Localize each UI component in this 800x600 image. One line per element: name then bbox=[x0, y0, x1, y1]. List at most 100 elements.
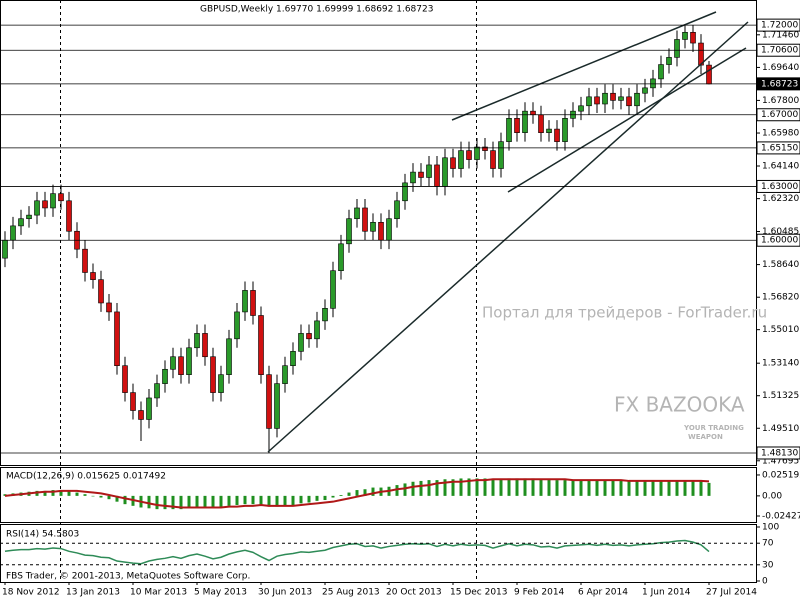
candle-body bbox=[394, 200, 400, 220]
candle-body bbox=[178, 356, 184, 375]
macd-bar bbox=[51, 490, 55, 496]
y-tick-label: 100 bbox=[762, 523, 779, 533]
candle-body bbox=[162, 368, 168, 384]
macd-bar bbox=[411, 481, 415, 496]
macd-bar bbox=[235, 495, 239, 505]
watermark: FX BAZOOKA bbox=[614, 393, 745, 417]
macd-bar bbox=[347, 492, 351, 496]
macd-bar bbox=[651, 480, 655, 496]
rsi-line bbox=[4, 539, 710, 565]
header: GBPUSD,Weekly 1.69770 1.69999 1.68692 1.… bbox=[200, 5, 433, 15]
macd-bar bbox=[491, 479, 495, 496]
macd-bar bbox=[619, 480, 623, 496]
candle-body bbox=[498, 141, 504, 169]
macd-bar bbox=[299, 495, 303, 504]
macd-bar bbox=[219, 495, 223, 507]
candle-body bbox=[2, 239, 8, 259]
candle-body bbox=[538, 114, 544, 133]
macd-bar bbox=[707, 482, 711, 496]
candle-body bbox=[442, 157, 448, 187]
macd-bar bbox=[43, 490, 47, 496]
candle-body bbox=[426, 164, 432, 178]
rsi-panel bbox=[0, 524, 757, 583]
level-label: 1.67000 bbox=[761, 110, 798, 120]
candle-body bbox=[250, 290, 256, 316]
x-tick-label: 9 Feb 2014 bbox=[514, 588, 565, 598]
candle-body bbox=[226, 338, 232, 375]
candle-body bbox=[658, 64, 664, 80]
macd-bar bbox=[699, 480, 703, 496]
candle-body bbox=[618, 96, 624, 101]
macd-bar bbox=[307, 495, 311, 503]
watermark: WEAPON bbox=[688, 433, 723, 441]
macd-bar bbox=[643, 480, 647, 496]
macd-bar bbox=[427, 480, 431, 496]
candle-body bbox=[106, 302, 112, 313]
x-tick-label: 13 Jan 2013 bbox=[66, 588, 120, 598]
y-tick-label: 1.55010 bbox=[762, 325, 799, 335]
macd-bar bbox=[515, 478, 519, 496]
x-tick-label: 10 Mar 2013 bbox=[130, 588, 187, 598]
candle-body bbox=[642, 87, 648, 94]
candle-body bbox=[314, 320, 320, 340]
level-box bbox=[756, 141, 800, 155]
candle-body bbox=[506, 118, 512, 142]
candle-body bbox=[418, 171, 424, 178]
macd-bar bbox=[539, 479, 543, 496]
candle-body bbox=[242, 290, 248, 313]
macd-bar bbox=[187, 495, 191, 509]
macd-bar bbox=[595, 480, 599, 496]
macd-bar bbox=[451, 479, 455, 496]
x-tick-label: 6 Apr 2014 bbox=[578, 588, 628, 598]
trend-line bbox=[267, 21, 749, 453]
candle-body bbox=[522, 110, 528, 133]
x-tick-label: 15 Dec 2013 bbox=[450, 588, 508, 598]
macd-bar bbox=[587, 480, 591, 496]
y-tick-label: 1.56820 bbox=[762, 293, 799, 303]
macd-bar bbox=[203, 495, 207, 508]
macd-bar bbox=[467, 478, 471, 496]
candle-body bbox=[130, 392, 136, 411]
x-tick-label: 1 Jun 2014 bbox=[642, 588, 691, 598]
y-tick-label: 1.53140 bbox=[762, 359, 799, 369]
macd-bar bbox=[259, 495, 263, 505]
candle-body bbox=[482, 146, 488, 151]
candle-body bbox=[602, 92, 608, 105]
level-label: 1.72000 bbox=[761, 21, 798, 31]
candle-body bbox=[50, 193, 56, 209]
y-tick-label: 1.47695 bbox=[762, 456, 799, 466]
y-tick-label: 30 bbox=[762, 560, 774, 570]
x-tick-label: 27 Jul 2014 bbox=[706, 588, 757, 598]
level-box bbox=[756, 108, 800, 122]
candle-body bbox=[34, 200, 40, 216]
candle-body bbox=[466, 150, 472, 160]
macd-panel bbox=[0, 467, 757, 523]
macd-bar bbox=[211, 495, 215, 508]
macd-bar bbox=[675, 480, 679, 496]
macd-bar bbox=[251, 495, 255, 505]
candle-body bbox=[594, 96, 600, 105]
macd-bar bbox=[579, 480, 583, 496]
level-label: 1.68723 bbox=[761, 79, 798, 89]
y-tick-label: 1.58640 bbox=[762, 260, 799, 270]
x-tick-label: 18 Nov 2012 bbox=[2, 588, 60, 598]
y-tick-label: 0.00 bbox=[762, 491, 782, 501]
panel-frames bbox=[0, 0, 757, 583]
candle-body bbox=[578, 105, 584, 112]
macd-bar bbox=[179, 495, 183, 510]
macd-bar bbox=[443, 479, 447, 496]
macd-bar bbox=[267, 495, 271, 507]
macd-bar bbox=[403, 483, 407, 496]
candle-body bbox=[290, 351, 296, 366]
candle-body bbox=[546, 128, 552, 133]
candle-body bbox=[122, 365, 128, 393]
macd-signal bbox=[4, 478, 710, 509]
macd-bar bbox=[315, 495, 319, 501]
level-box bbox=[756, 446, 800, 460]
macd-bar bbox=[123, 495, 127, 505]
macd-bar bbox=[195, 495, 199, 508]
macd-bar bbox=[507, 478, 511, 496]
candle-body bbox=[434, 164, 440, 187]
candle-body bbox=[554, 128, 560, 142]
